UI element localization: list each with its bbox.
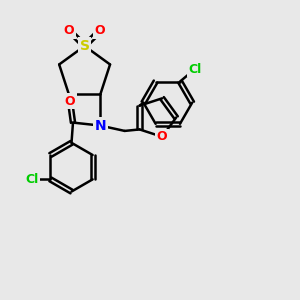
Text: Cl: Cl: [188, 63, 202, 76]
Text: O: O: [65, 95, 75, 108]
Text: O: O: [157, 130, 167, 143]
Text: N: N: [94, 118, 106, 133]
Text: O: O: [95, 24, 105, 37]
Text: S: S: [80, 39, 90, 53]
Text: O: O: [64, 24, 74, 37]
Text: Cl: Cl: [25, 173, 39, 186]
